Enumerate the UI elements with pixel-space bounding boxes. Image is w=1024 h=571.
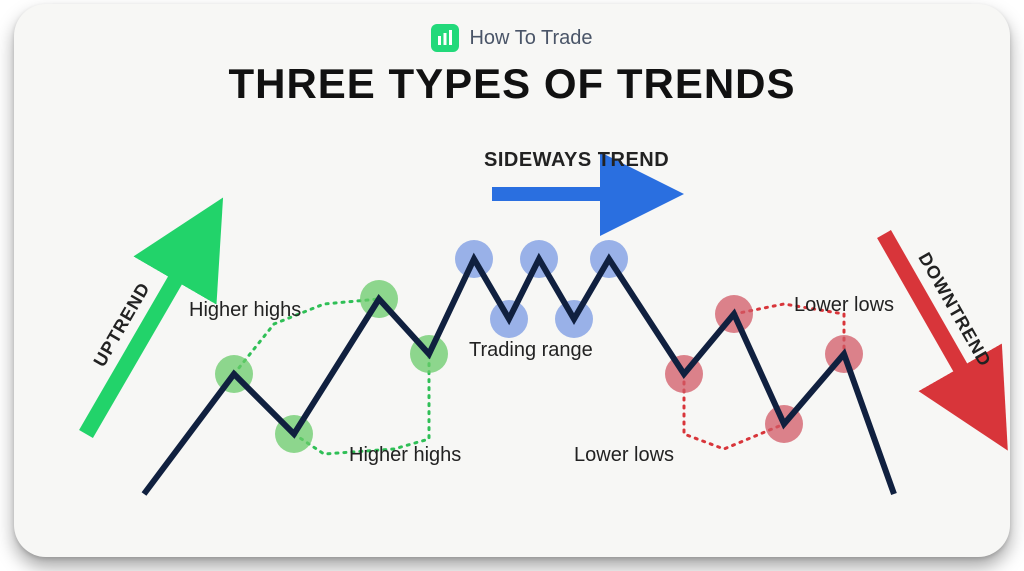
lower-lows-label-top: Lower lows [794,294,894,317]
card: How To Trade THREE TYPES OF TRENDS UPTRE… [14,4,1010,557]
lower-lows-label-bottom: Lower lows [574,444,674,467]
higher-highs-label-top: Higher highs [189,299,301,322]
trend-chart: UPTRENDDOWNTREND [14,4,1010,557]
trading-range-label: Trading range [469,339,593,362]
higher-highs-label-bottom: Higher highs [349,444,461,467]
sideways-trend-label: SIDEWAYS TREND [484,149,669,172]
